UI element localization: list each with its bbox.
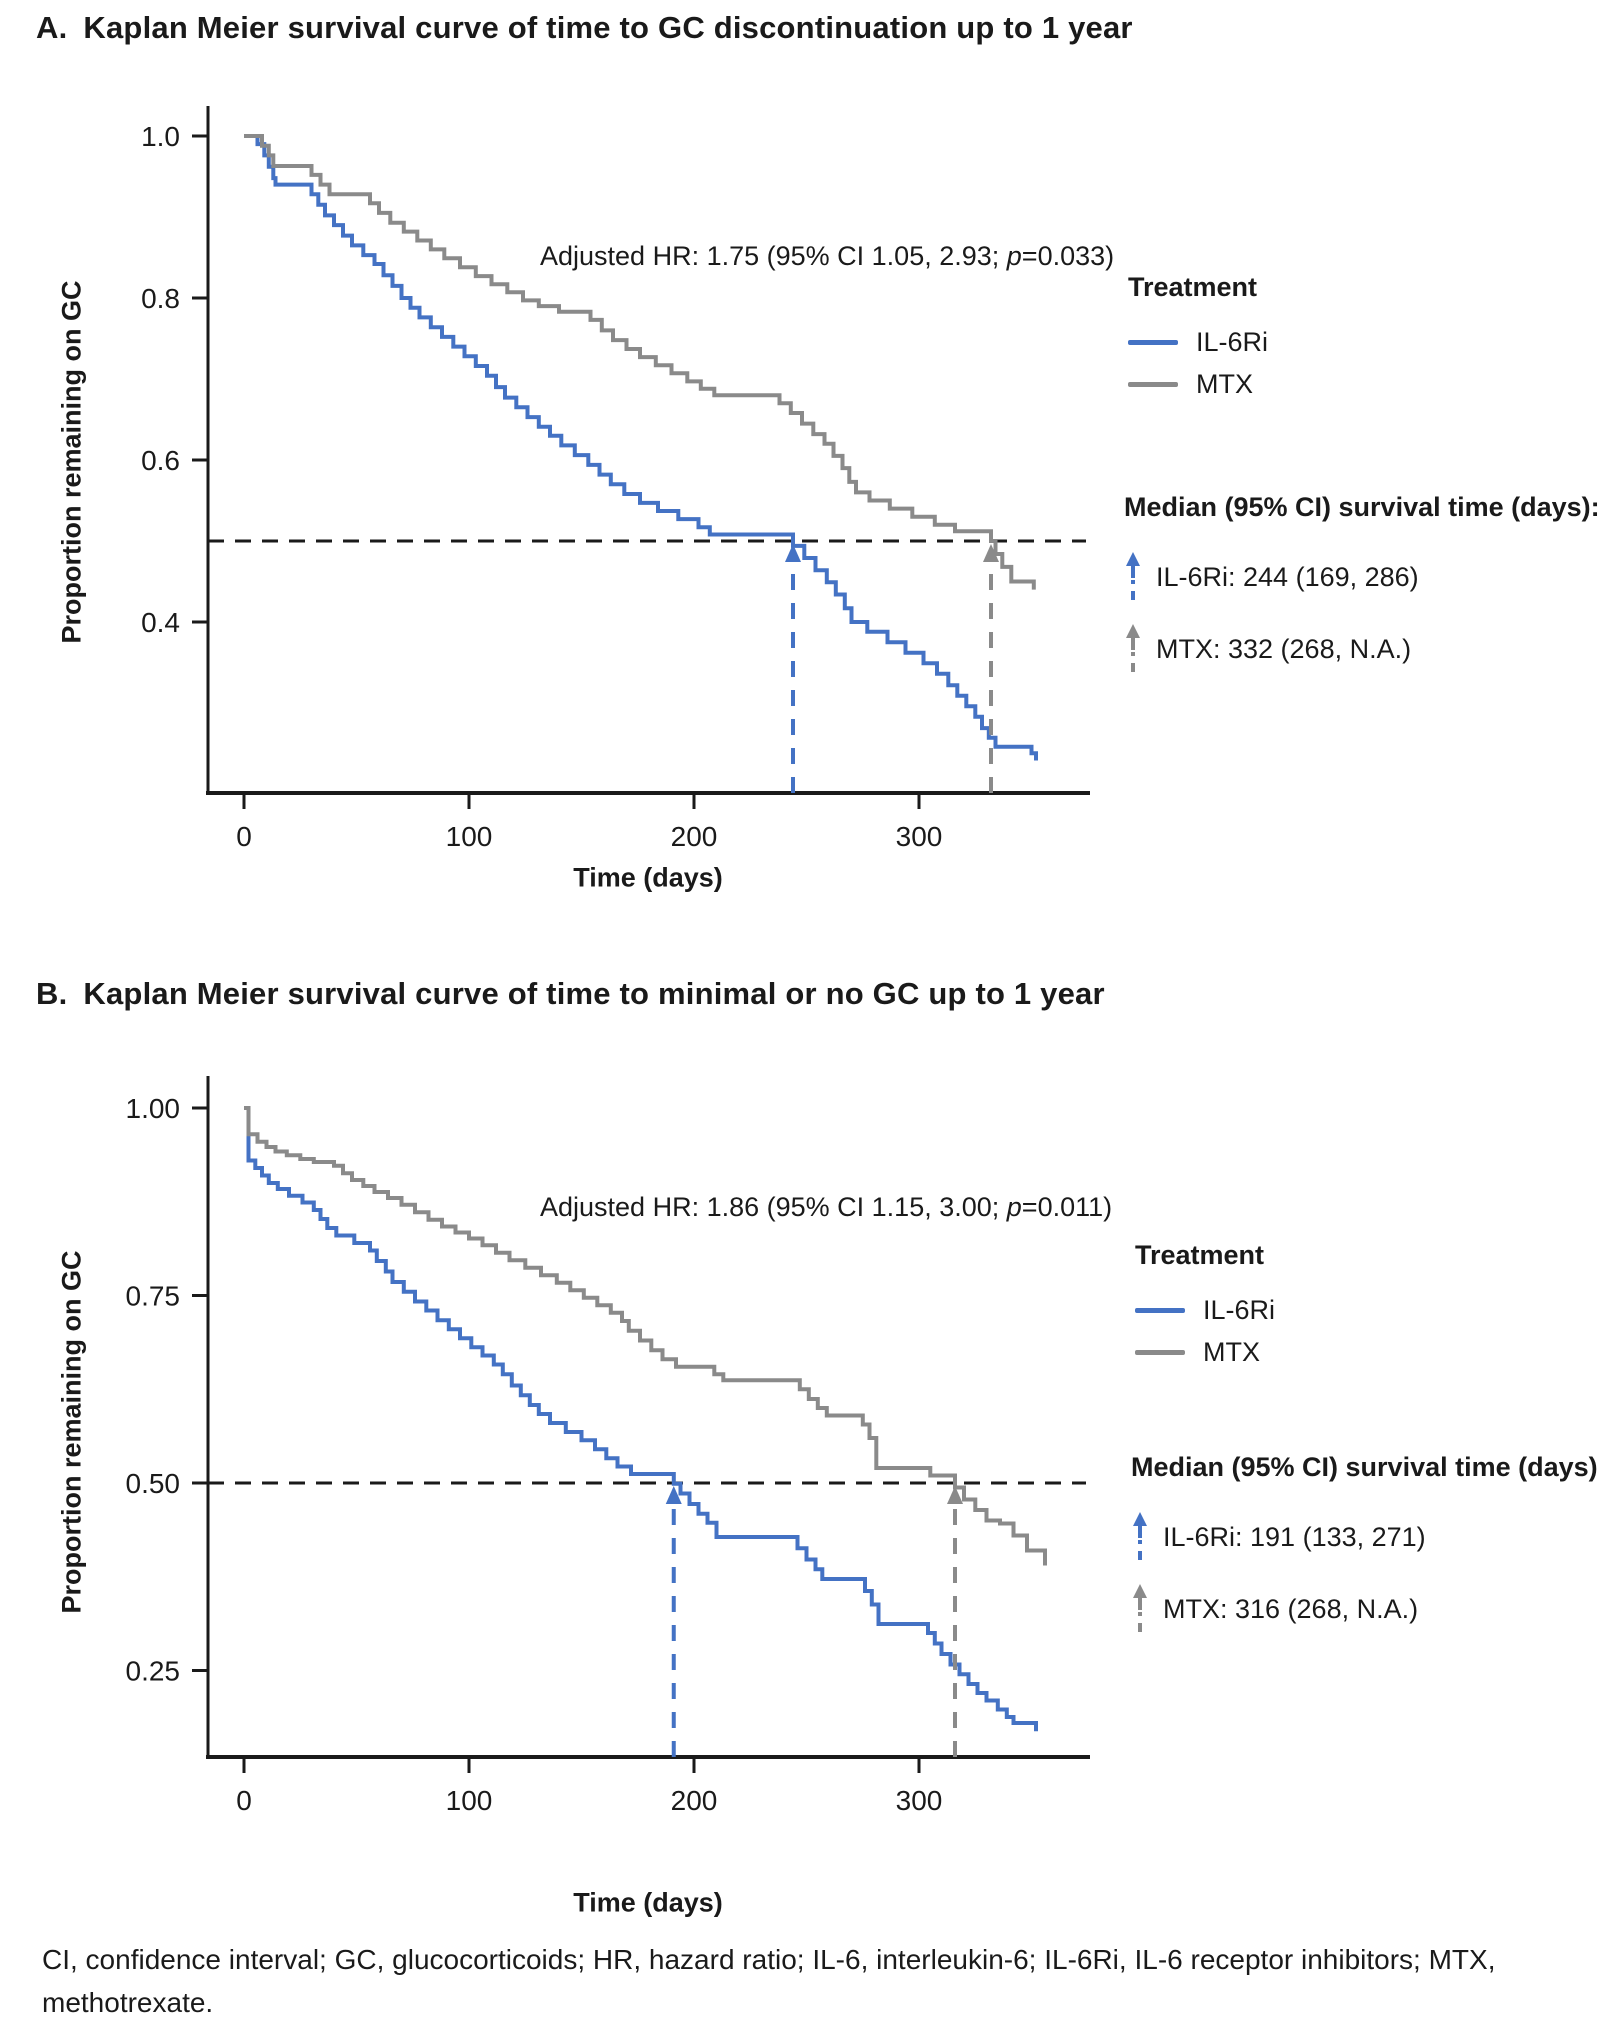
x-tick-label: 0: [236, 821, 252, 852]
panel-b-title-letter: B.: [36, 976, 68, 1011]
panel-a-median-row-mtx: MTX: 332 (268, N.A.): [1124, 623, 1598, 675]
panel-b-legend-item-mtx: MTX: [1135, 1335, 1275, 1369]
median-arrow-up-icon: [947, 1486, 963, 1504]
panel-b-median-block: Median (95% CI) survival time (days): IL…: [1131, 1452, 1598, 1635]
panel-a-median-row-il6ri: IL-6Ri: 244 (169, 286): [1124, 551, 1598, 603]
panel-a-median-value-il6ri: IL-6Ri: 244 (169, 286): [1156, 561, 1419, 592]
y-tick-label: 1.00: [126, 1093, 181, 1124]
panel-b-median-heading: Median (95% CI) survival time (days):: [1131, 1452, 1598, 1482]
km-curve-mtx: [244, 1106, 1047, 1566]
panel-b-annotation-p: p: [1006, 1192, 1022, 1222]
y-tick-label: 0.8: [141, 283, 180, 314]
y-tick-label: 0.50: [126, 1468, 181, 1499]
il6ri-legend-line-icon: [1128, 339, 1178, 345]
mtx-median-arrow-icon: [1131, 1584, 1149, 1634]
panel-b-annotation: Adjusted HR: 1.86 (95% CI 1.15, 3.00; p=…: [540, 1192, 1112, 1223]
panel-a-annotation-p: p: [1006, 241, 1022, 271]
median-arrow-up-icon: [983, 544, 999, 562]
panel-a-median-value-mtx: MTX: 332 (268, N.A.): [1156, 633, 1412, 664]
km-curve-il6ri: [244, 1106, 1038, 1732]
panel-b-x-axis-label: Time (days): [573, 1887, 723, 1918]
panel-b-annotation-after: =0.011): [1021, 1192, 1113, 1222]
median-arrow-up-icon: [785, 544, 801, 562]
y-tick-label: 0.25: [126, 1656, 181, 1687]
il6ri-legend-line-icon: [1135, 1307, 1185, 1313]
y-tick-label: 1.0: [141, 121, 180, 152]
panel-a-annotation: Adjusted HR: 1.75 (95% CI 1.05, 2.93; p=…: [540, 241, 1114, 272]
panel-a-x-axis-label: Time (days): [573, 862, 723, 893]
panel-b-title: B. Kaplan Meier survival curve of time to…: [36, 976, 1105, 1012]
panel-b-median-row-il6ri: IL-6Ri: 191 (133, 271): [1131, 1511, 1598, 1563]
panel-a-title-letter: A.: [36, 10, 68, 45]
x-tick-label: 100: [446, 821, 493, 852]
panel-a-median-heading: Median (95% CI) survival time (days):: [1124, 492, 1598, 522]
panel-b-median-value-il6ri: IL-6Ri: 191 (133, 271): [1163, 1521, 1426, 1552]
panel-b-legend-title: Treatment: [1135, 1240, 1265, 1270]
y-tick-label: 0.4: [141, 607, 180, 638]
il6ri-median-arrow-icon: [1124, 552, 1142, 602]
panel-a-legend: Treatment IL-6Ri MTX: [1128, 272, 1268, 409]
panel-b-median-row-mtx: MTX: 316 (268, N.A.): [1131, 1583, 1598, 1635]
x-tick-label: 300: [896, 1785, 943, 1816]
panel-a-legend-item-mtx: MTX: [1128, 367, 1268, 401]
panel-b-y-axis-label: Proportion remaining on GC: [56, 1250, 87, 1614]
mtx-median-arrow-icon: [1124, 624, 1142, 674]
median-arrow-up-icon: [665, 1486, 682, 1504]
panel-b-legend-label-il6ri: IL-6Ri: [1203, 1294, 1276, 1325]
km-curve-il6ri: [244, 134, 1038, 761]
x-tick-label: 300: [896, 821, 943, 852]
mtx-legend-line-icon: [1135, 1349, 1185, 1355]
panel-b-legend: Treatment IL-6Ri MTX: [1135, 1240, 1275, 1377]
panel-a-median-block: Median (95% CI) survival time (days): IL…: [1124, 492, 1598, 675]
x-tick-label: 200: [671, 1785, 718, 1816]
panel-a-title-text: Kaplan Meier survival curve of time to G…: [83, 10, 1133, 45]
panel-a-legend-label-il6ri: IL-6Ri: [1196, 326, 1269, 357]
panel-a-annotation-after: =0.033): [1021, 241, 1115, 271]
x-tick-label: 0: [236, 1785, 252, 1816]
panel-a-y-axis-label: Proportion remaining on GC: [56, 280, 87, 644]
km-curve-mtx: [244, 134, 1036, 590]
x-tick-label: 100: [446, 1785, 493, 1816]
panel-b-annotation-before: Adjusted HR: 1.86 (95% CI 1.15, 3.00;: [540, 1192, 1007, 1222]
panel-b-legend-label-mtx: MTX: [1203, 1336, 1260, 1367]
panel-b-median-value-mtx: MTX: 316 (268, N.A.): [1163, 1593, 1419, 1624]
panel-b-legend-item-il6ri: IL-6Ri: [1135, 1293, 1275, 1327]
y-tick-label: 0.6: [141, 445, 180, 476]
panel-a-annotation-before: Adjusted HR: 1.75 (95% CI 1.05, 2.93;: [540, 241, 1007, 271]
il6ri-median-arrow-icon: [1131, 1512, 1149, 1562]
panel-b-title-text: Kaplan Meier survival curve of time to m…: [83, 976, 1105, 1011]
panel-a-legend-label-mtx: MTX: [1196, 368, 1253, 399]
figure-footnote: CI, confidence interval; GC, glucocortic…: [42, 1944, 1496, 2019]
panel-a-plot: 1.0 0.8 0.6 0.4 0 100 200 300: [141, 106, 1090, 852]
x-tick-label: 200: [671, 821, 718, 852]
y-tick-label: 0.75: [126, 1281, 181, 1312]
panel-a-legend-title: Treatment: [1128, 272, 1258, 302]
panel-b-plot: 1.00 0.75 0.50 0.25 0 100 200 300: [126, 1076, 1090, 1816]
mtx-legend-line-icon: [1128, 381, 1178, 387]
panel-a-title: A. Kaplan Meier survival curve of time to…: [36, 10, 1133, 46]
panel-a-legend-item-il6ri: IL-6Ri: [1128, 325, 1268, 359]
